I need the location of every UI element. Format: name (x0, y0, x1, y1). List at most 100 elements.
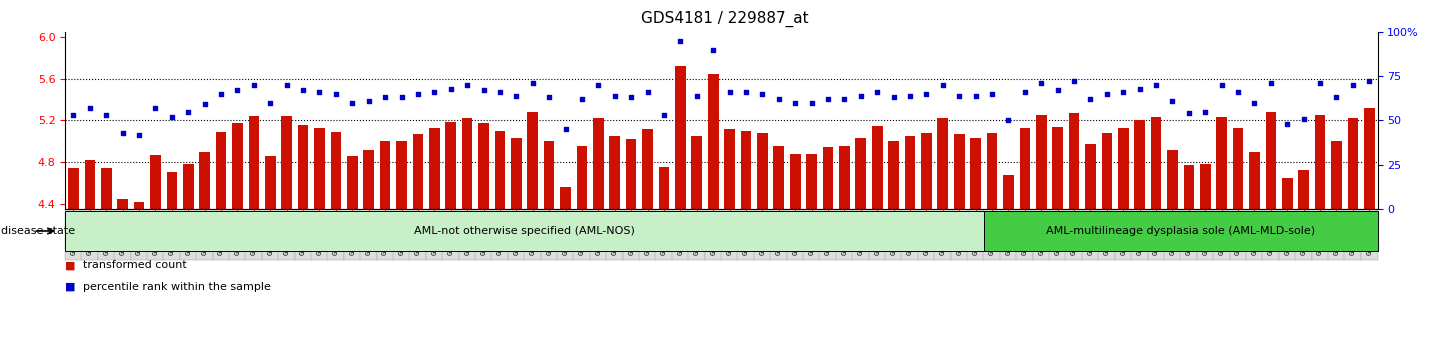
Point (78, 105, 102, 111)
Bar (494, 131, 505, 354)
Point (341, 100, 364, 105)
Point (1177, 110, 1201, 116)
Bar (429, 128, 439, 354)
Point (128, 132, 151, 137)
Bar (741, 131, 751, 354)
Point (357, 98, 380, 104)
Point (686, 93, 709, 98)
Point (209, 91, 232, 97)
Bar (1248, 152, 1260, 354)
Bar (790, 154, 800, 354)
Point (948, 93, 972, 98)
Bar (68, 168, 78, 354)
Bar (1266, 112, 1276, 354)
Point (570, 96, 593, 102)
Bar (216, 132, 226, 354)
Bar (528, 112, 538, 354)
Bar (315, 128, 325, 354)
Point (702, 47, 725, 52)
Point (718, 89, 741, 95)
Bar (510, 138, 522, 354)
Point (1193, 109, 1217, 114)
Bar (1035, 115, 1047, 354)
Point (783, 100, 806, 105)
Bar (724, 129, 735, 354)
Text: ■: ■ (65, 261, 80, 270)
Text: AML-multilineage dysplasia sole (AML-MLD-sole): AML-multilineage dysplasia sole (AML-MLD… (1045, 226, 1315, 236)
Bar (544, 141, 554, 354)
Point (276, 82, 299, 88)
Point (554, 126, 577, 132)
Point (144, 105, 167, 111)
Point (964, 93, 987, 98)
Point (390, 95, 413, 100)
Point (193, 102, 216, 107)
Point (1161, 98, 1185, 104)
Bar (1003, 175, 1014, 354)
Bar (380, 141, 390, 354)
Point (1211, 82, 1234, 88)
Bar (445, 122, 457, 354)
Point (538, 95, 561, 100)
Point (1112, 89, 1135, 95)
Point (439, 86, 463, 91)
Bar (413, 134, 423, 354)
Bar (773, 147, 784, 354)
Point (751, 91, 774, 97)
Bar (806, 154, 816, 354)
Point (258, 100, 281, 105)
Bar (609, 136, 621, 354)
Bar (840, 147, 850, 354)
Bar (1085, 144, 1096, 354)
Text: AML-not otherwise specified (AML-NOS): AML-not otherwise specified (AML-NOS) (415, 226, 635, 236)
Point (1045, 87, 1069, 93)
Bar (1053, 127, 1063, 354)
Bar (1282, 178, 1292, 354)
Text: percentile rank within the sample: percentile rank within the sample (83, 282, 271, 292)
Point (406, 91, 429, 97)
Point (374, 95, 397, 100)
Bar (478, 124, 489, 354)
Text: ■: ■ (65, 282, 80, 292)
Bar (102, 168, 112, 354)
Point (816, 96, 840, 102)
Point (521, 80, 544, 86)
Point (899, 93, 922, 98)
Point (161, 114, 184, 120)
Bar (871, 126, 883, 354)
Point (423, 89, 447, 95)
Bar (1183, 165, 1195, 354)
Bar (822, 147, 834, 354)
Point (242, 82, 265, 88)
Bar (364, 149, 374, 354)
Point (471, 87, 494, 93)
Point (1030, 80, 1053, 86)
Point (832, 96, 856, 102)
Point (767, 96, 790, 102)
Point (1079, 96, 1102, 102)
Bar (970, 138, 982, 354)
Bar (265, 156, 276, 354)
Bar (921, 133, 932, 354)
Point (307, 89, 331, 95)
Text: transformed count: transformed count (83, 261, 187, 270)
Bar (84, 160, 96, 354)
Point (866, 89, 889, 95)
Bar (347, 156, 358, 354)
Bar (281, 116, 291, 354)
Bar (1364, 108, 1375, 354)
Point (1292, 116, 1315, 121)
Bar (331, 132, 341, 354)
Point (1227, 89, 1250, 95)
Bar (1118, 128, 1128, 354)
Point (882, 95, 905, 100)
Point (603, 93, 626, 98)
Bar (708, 74, 719, 354)
Point (800, 100, 824, 105)
Point (850, 93, 873, 98)
Bar (593, 118, 603, 354)
Text: disease state: disease state (1, 226, 75, 236)
Point (652, 112, 676, 118)
Point (915, 91, 938, 97)
Point (291, 87, 315, 93)
